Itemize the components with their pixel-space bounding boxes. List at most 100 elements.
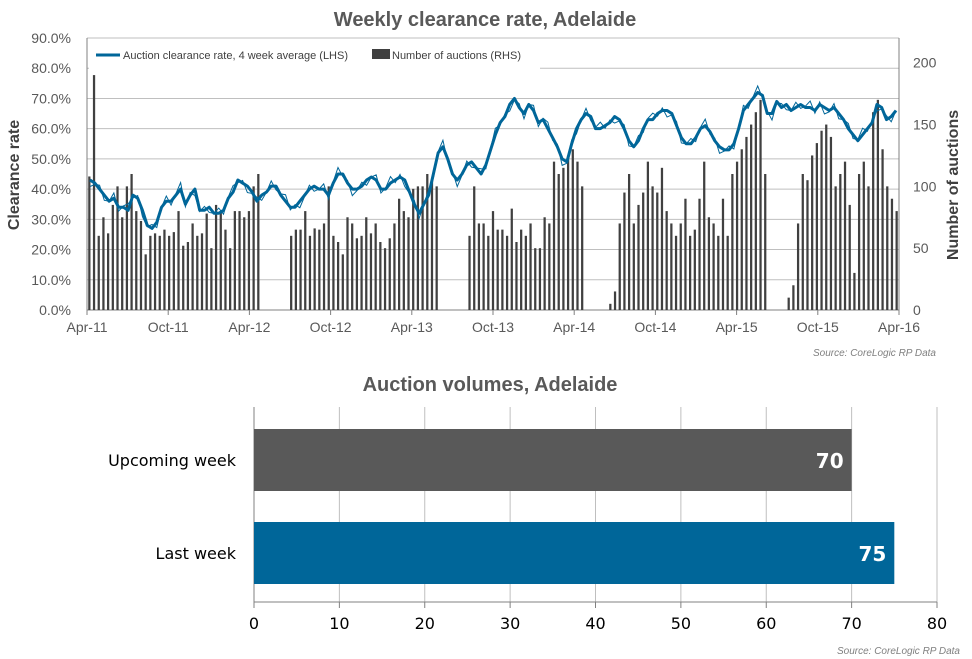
left-axis-ticks: 0.0% 10.0% 20.0% 30.0% 40.0% 50.0% 60.0% 70.0% 8…: [31, 30, 71, 318]
auction-bar: [787, 297, 790, 310]
auction-bar: [327, 186, 330, 310]
auction-bar: [627, 174, 631, 310]
auction-bar: [538, 248, 542, 310]
auction-bar: [731, 174, 734, 310]
bottom-tick-label: 10: [329, 614, 349, 633]
auction-bar: [815, 143, 818, 310]
x-tick-label: Oct-12: [310, 319, 352, 335]
auction-bar: [229, 248, 232, 310]
right-axis-ticks: 0 50 100 150 200: [913, 55, 937, 318]
auction-bar: [412, 188, 415, 310]
auction-bar: [158, 235, 161, 310]
auction-bar: [623, 192, 626, 310]
auction-bar: [515, 242, 518, 310]
clearance-rate-chart: Weekly clearance rate, Adelaide 0.0% 10.0…: [6, 9, 962, 359]
auction-bar: [290, 235, 293, 310]
x-tick-label: Oct-15: [797, 319, 839, 335]
auction-bar: [214, 204, 218, 310]
left-tick-label: 90.0%: [31, 30, 71, 46]
auction-bar: [149, 235, 152, 310]
auction-bar: [562, 167, 565, 310]
auction-bar: [210, 248, 213, 310]
auction-bar: [336, 242, 340, 310]
auction-bar: [219, 211, 222, 310]
auction-bar: [318, 229, 321, 310]
auction-bar: [379, 242, 382, 310]
auction-bar: [890, 198, 894, 310]
auction-count-bars: [88, 75, 898, 311]
auction-bar: [811, 155, 814, 310]
auction-bar: [857, 174, 861, 310]
x-tick-label: Apr-14: [553, 319, 595, 335]
auction-bar: [163, 229, 166, 310]
auction-bar: [102, 217, 105, 310]
bar-value-label: 75: [858, 542, 886, 566]
auction-bar: [642, 192, 645, 310]
auction-bar: [609, 303, 612, 310]
auction-bar: [332, 235, 335, 310]
left-tick-label: 60.0%: [31, 121, 71, 137]
auction-bar: [670, 223, 673, 310]
auction-bar: [801, 174, 804, 310]
auction-bar: [872, 112, 875, 310]
auction-bar: [557, 174, 560, 310]
auction-bar: [224, 229, 227, 310]
auction-bar: [613, 291, 617, 310]
auction-bar: [684, 198, 687, 310]
bottom-chart-title: Auction volumes, Adelaide: [363, 374, 618, 396]
auction-bar: [308, 235, 312, 310]
auction-bar: [388, 238, 391, 310]
top-chart-title: Weekly clearance rate, Adelaide: [334, 9, 636, 31]
auction-bar: [491, 211, 495, 310]
x-tick-label: Apr-12: [228, 319, 270, 335]
auction-bar: [304, 211, 307, 310]
auction-bar: [369, 233, 373, 310]
bottom-tick-label: 80: [927, 614, 947, 633]
auction-bar: [717, 235, 720, 310]
clearance-rate-line: [89, 84, 898, 230]
auction-bar: [665, 211, 668, 310]
auction-bar: [144, 254, 147, 310]
auction-bar: [172, 232, 175, 310]
auction-bar: [88, 176, 91, 310]
x-tick-label: Oct-14: [634, 319, 676, 335]
bottom-tick-label: 70: [841, 614, 861, 633]
auction-bar: [313, 228, 316, 310]
auction-bar: [735, 161, 739, 310]
auction-bar: [510, 208, 513, 310]
auction-bar: [196, 235, 199, 310]
volume-bars: 70 75: [254, 429, 895, 584]
auction-bar: [92, 75, 96, 310]
auction-bar: [839, 174, 842, 310]
x-tick-label: Apr-15: [716, 319, 758, 335]
bottom-source-note: Source: CoreLogic RP Data: [837, 646, 960, 657]
auction-bar: [233, 211, 236, 310]
four-week-average-line: [89, 90, 898, 230]
volume-bar: [254, 429, 852, 491]
auction-bar: [679, 223, 682, 310]
auction-bar: [689, 235, 692, 310]
auction-bar: [238, 211, 241, 310]
auction-bar: [97, 235, 100, 310]
auction-bar: [355, 238, 359, 310]
auction-bar: [130, 174, 133, 310]
auction-bar: [252, 186, 255, 310]
x-tick-label: Oct-13: [472, 319, 514, 335]
bottom-x-axis-ticks: 0 10 20 30 40 50 60 70 80: [249, 602, 947, 633]
auction-bar: [867, 186, 870, 310]
x-tick-label: Apr-11: [67, 319, 108, 335]
auction-bar: [496, 229, 499, 310]
auction-bar: [543, 217, 546, 310]
auction-bar: [618, 223, 621, 310]
x-tick-label: Apr-13: [391, 319, 433, 335]
legend-bar-swatch: [372, 49, 390, 59]
left-tick-label: 50.0%: [31, 151, 71, 167]
bottom-tick-label: 60: [756, 614, 776, 633]
auction-bar: [886, 186, 889, 310]
auction-bar: [365, 217, 368, 310]
auction-bar: [703, 161, 706, 310]
auction-bar: [726, 235, 729, 310]
bottom-tick-label: 30: [500, 614, 520, 633]
auction-bar: [346, 217, 349, 310]
auction-bar: [646, 161, 650, 310]
